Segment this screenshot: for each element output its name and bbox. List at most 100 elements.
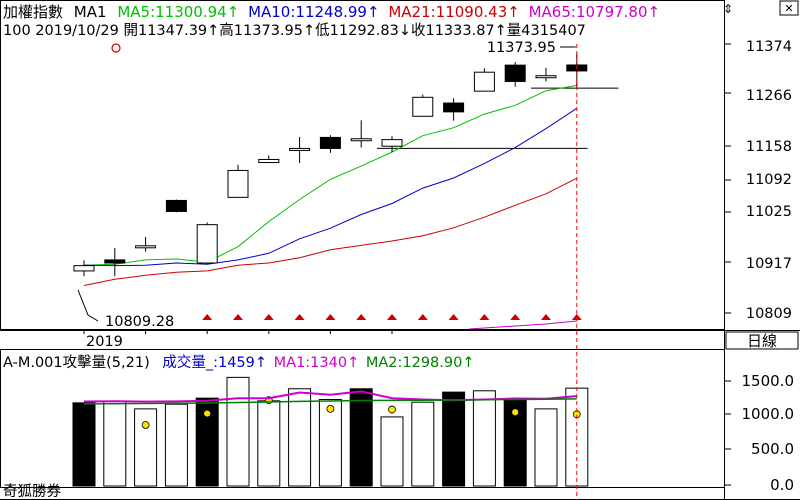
candle-body: [104, 259, 126, 264]
candle: [473, 68, 495, 92]
volume-bars: [72, 376, 589, 487]
price-axis: 11374 11266 11158 11092 11025 10917 1080…: [746, 39, 792, 322]
signal-triangle: [294, 314, 305, 320]
volume-bar: [164, 403, 188, 487]
high-label: 11373.95: [487, 40, 556, 56]
candle: [258, 155, 280, 164]
candle: [196, 222, 218, 265]
candlesticks: [73, 53, 588, 277]
close-icon[interactable]: ✕: [784, 2, 793, 15]
period-box[interactable]: [725, 331, 799, 350]
lower-panel-title: A-M.001攻擊量(5,21) 成交量_:1459↑ MA1:1340↑ MA…: [3, 353, 475, 371]
candle-body: [350, 138, 372, 142]
signal-triangle: [356, 314, 367, 320]
candle: [412, 94, 434, 117]
vol-ma1-value: MA1:1340↑: [274, 355, 360, 371]
candle-body: [412, 96, 434, 117]
volume-bar: [318, 398, 342, 487]
signal-triangle: [202, 314, 213, 320]
signal-triangle: [448, 314, 459, 320]
ma21-value: MA21:11090.43↑: [388, 3, 519, 21]
signal-triangle: [233, 314, 243, 320]
signal-triangle: [417, 314, 428, 320]
period-label: 日線: [747, 332, 777, 350]
candle-body: [258, 158, 280, 164]
ma-line-ma5: [83, 84, 577, 266]
lower-panel-name: A-M.001攻擊量(5,21): [3, 353, 150, 371]
volume-tick-label: 1500.0: [742, 372, 795, 390]
signal-triangle: [263, 314, 274, 320]
candle: [289, 136, 311, 163]
header-line-1: 加權指數 MA1 MA5:11300.94↑ MA10:11248.99↑ MA…: [3, 3, 660, 21]
volume-dot: [203, 409, 212, 418]
signal-triangle: [541, 314, 551, 320]
marker-circle: [111, 43, 121, 53]
volume-bar: [257, 400, 281, 487]
price-tick-label: 11158: [746, 139, 792, 155]
index-name: 加權指數: [3, 3, 63, 21]
candle-body: [289, 147, 311, 151]
candle-body: [135, 245, 157, 249]
price-tick-label: 10917: [746, 256, 792, 272]
signal-triangle: [387, 314, 397, 320]
volume-ma-lines: [83, 390, 577, 405]
signal-triangle: [325, 314, 336, 320]
candle-body: [319, 136, 341, 149]
ma-line-ma10: [83, 107, 578, 267]
candle-body: [381, 139, 403, 147]
volume-bar: [72, 402, 96, 487]
volume-dot: [511, 408, 520, 417]
volume-tick-label: 1000.0: [742, 405, 795, 423]
candle-body: [196, 224, 218, 264]
moving-average-lines: [83, 84, 578, 330]
close-box[interactable]: [779, 0, 799, 16]
candle: [165, 199, 187, 213]
low-leader: [77, 289, 99, 322]
candle: [227, 164, 249, 198]
candle-body: [443, 102, 465, 113]
volume-tick-label: 500.0: [751, 440, 794, 458]
volume-tick-label: 0.0: [770, 476, 794, 494]
volume-ma2-line: [83, 398, 577, 405]
scroll-arrows-icon[interactable]: ⇕: [723, 2, 733, 16]
volume-bar: [472, 390, 496, 487]
volume-bar: [411, 401, 435, 487]
candle-body: [227, 169, 249, 198]
volume-bar: [134, 408, 158, 487]
axis-ticks: [77, 43, 731, 486]
volume-bar: [288, 388, 312, 487]
ma65-value: MA65:10797.80↑: [529, 3, 660, 21]
signal-triangle: [479, 314, 490, 320]
reference-lines: [377, 87, 619, 149]
price-tick-label: 10809: [746, 306, 792, 322]
candle: [381, 136, 403, 152]
signal-triangle: [510, 314, 521, 320]
signal-markers: [202, 314, 582, 320]
ma5-value: MA5:11300.94↑: [117, 3, 239, 21]
price-tick-label: 11374: [746, 39, 792, 55]
ma10-value: MA10:11248.99↑: [248, 3, 379, 21]
candle-body: [73, 265, 95, 272]
ma-line-ma65: [468, 320, 577, 330]
candle-body: [473, 71, 495, 92]
brand-label: 奇狐勝券: [3, 483, 61, 500]
volume-bar: [442, 391, 466, 487]
candle: [350, 120, 372, 148]
volume-dot: [388, 405, 396, 414]
volume-bar: [226, 376, 250, 487]
year-label: 2019: [86, 334, 123, 350]
low-label: 10809.28: [105, 314, 174, 330]
info-line: 100 2019/10/29 開11347.39↑高11373.95↑低1129…: [3, 22, 586, 39]
candle-body: [165, 199, 187, 212]
price-tick-label: 11092: [746, 172, 792, 188]
volume-dot: [326, 404, 335, 413]
volume-dot: [141, 421, 150, 429]
candle-body: [504, 64, 526, 82]
volume-bar: [380, 416, 404, 487]
candle: [443, 98, 465, 121]
volume-bar: [349, 388, 373, 487]
candle: [535, 67, 557, 82]
candle: [135, 237, 157, 252]
volume-bar: [103, 401, 127, 487]
candle: [73, 260, 95, 277]
